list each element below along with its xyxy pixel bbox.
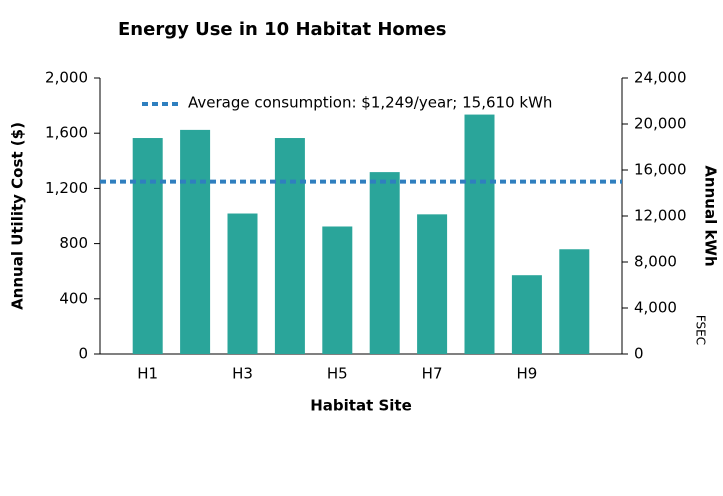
bar	[417, 214, 448, 354]
bar	[369, 172, 400, 354]
y-tick-label: 2,000	[45, 69, 88, 87]
bar	[180, 129, 211, 354]
x-axis-label: Habitat Site	[310, 397, 412, 415]
y2-tick-label: 24,000	[634, 69, 687, 87]
y2-tick-label: 4,000	[634, 299, 677, 317]
y-tick-label: 1,600	[45, 124, 88, 142]
y2-tick-label: 0	[634, 345, 644, 363]
x-tick-label: H9	[516, 365, 537, 383]
bar	[132, 138, 163, 354]
chart-title: Energy Use in 10 Habitat Homes	[118, 19, 446, 40]
y-tick-label: 800	[59, 234, 88, 252]
y-tick-label: 0	[78, 345, 88, 363]
y2-tick-label: 16,000	[634, 161, 687, 179]
bar	[511, 275, 542, 354]
bar	[322, 226, 353, 354]
x-tick-label: H3	[232, 365, 253, 383]
y-tick-label: 400	[59, 289, 88, 307]
y-tick-label: 1,200	[45, 179, 88, 197]
y-axis-label: Annual Utility Cost ($)	[9, 122, 27, 310]
bar	[559, 249, 590, 354]
bar	[227, 213, 258, 354]
source-note: FSEC	[694, 315, 708, 345]
y2-tick-label: 8,000	[634, 253, 677, 271]
x-tick-label: H5	[327, 365, 348, 383]
x-tick-label: H1	[137, 365, 158, 383]
legend-label: Average consumption: $1,249/year; 15,610…	[188, 94, 552, 112]
y2-tick-label: 12,000	[634, 207, 687, 225]
x-tick-label: H7	[422, 365, 443, 383]
y2-tick-label: 20,000	[634, 115, 687, 133]
y2-axis-label: Annual kWh	[702, 165, 720, 266]
bar	[274, 138, 305, 354]
bar	[464, 114, 495, 354]
